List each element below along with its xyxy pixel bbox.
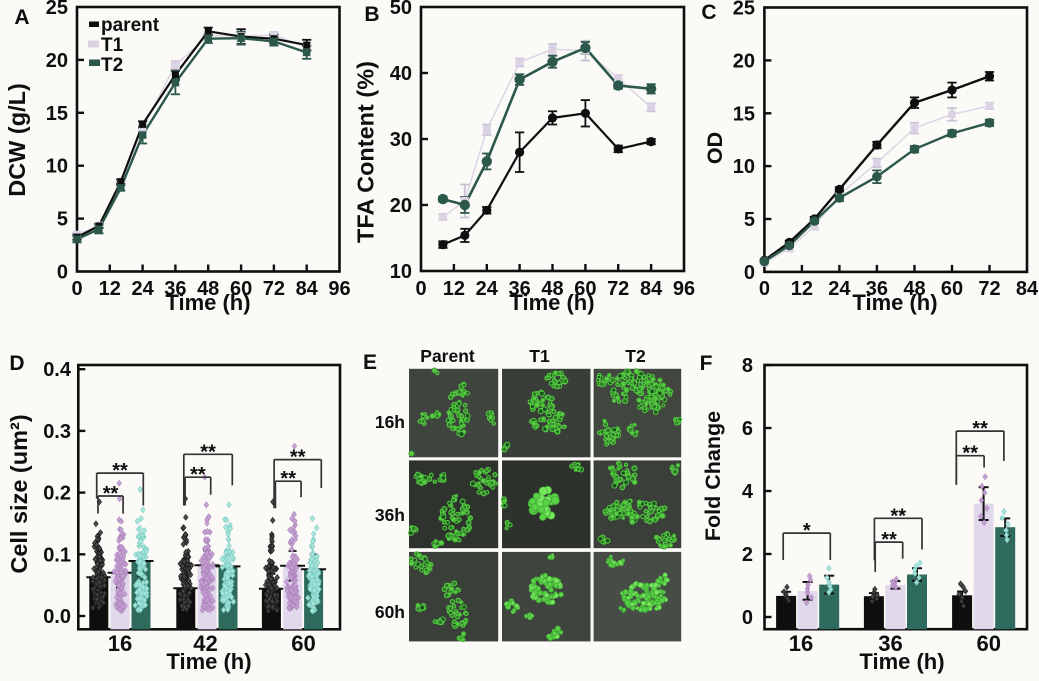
svg-text:**: ** [962,443,978,465]
svg-text:**: ** [103,483,119,505]
svg-text:T2: T2 [625,346,646,366]
svg-text:10: 10 [733,156,755,178]
svg-text:**: ** [280,468,296,490]
svg-text:12: 12 [443,278,465,300]
svg-text:84: 84 [296,278,319,300]
svg-text:60h: 60h [375,602,405,622]
svg-text:F: F [700,352,713,375]
svg-text:72: 72 [978,278,1000,300]
svg-text:60: 60 [291,631,315,656]
svg-text:60: 60 [941,278,963,300]
svg-text:OD: OD [703,132,727,164]
svg-text:C: C [701,1,716,24]
svg-text:60: 60 [574,278,596,300]
svg-text:**: ** [890,505,906,527]
svg-text:8: 8 [742,355,753,377]
svg-text:40: 40 [390,63,412,85]
svg-text:24: 24 [828,278,851,300]
svg-text:72: 72 [263,278,285,300]
svg-text:0.4: 0.4 [43,359,72,381]
svg-text:Time (h): Time (h) [165,290,250,315]
svg-text:15: 15 [46,103,68,125]
svg-text:0: 0 [71,278,82,300]
svg-text:**: ** [112,460,128,482]
svg-text:A: A [14,6,29,29]
svg-text:12: 12 [99,278,121,300]
svg-text:*: * [803,520,811,542]
svg-text:36: 36 [164,278,186,300]
svg-text:50: 50 [390,0,412,19]
svg-text:36: 36 [508,278,530,300]
svg-text:84: 84 [640,278,663,300]
svg-text:5: 5 [57,209,68,231]
svg-text:96: 96 [673,278,695,300]
svg-text:16: 16 [789,631,813,656]
svg-text:T2: T2 [101,55,123,76]
svg-text:20: 20 [390,195,412,217]
svg-text:Parent: Parent [420,346,475,366]
svg-text:0: 0 [57,262,68,284]
svg-text:72: 72 [607,278,629,300]
svg-text:24: 24 [131,278,154,300]
svg-text:B: B [364,3,379,26]
svg-text:T1: T1 [101,35,124,56]
svg-text:0.2: 0.2 [43,483,71,505]
svg-text:16: 16 [108,631,132,656]
svg-text:0.3: 0.3 [43,421,71,443]
svg-text:Fold Change: Fold Change [701,411,725,541]
svg-text:Cell size (um²): Cell size (um²) [6,414,32,573]
svg-text:0: 0 [759,278,770,300]
svg-text:4: 4 [742,481,754,503]
svg-text:0: 0 [742,607,753,629]
svg-text:25: 25 [46,0,68,19]
svg-text:Time (h): Time (h) [509,290,594,315]
svg-text:Time (h): Time (h) [166,649,251,674]
svg-text:Time (h): Time (h) [852,290,937,315]
svg-text:5: 5 [744,209,755,231]
svg-text:60: 60 [977,631,1001,656]
svg-text:2: 2 [742,544,753,566]
svg-text:6: 6 [742,418,753,440]
svg-text:48: 48 [903,278,925,300]
svg-text:D: D [9,352,24,375]
svg-text:15: 15 [733,103,755,125]
svg-text:36h: 36h [375,505,405,525]
svg-text:96: 96 [328,278,350,300]
svg-text:48: 48 [197,278,219,300]
svg-text:**: ** [972,418,988,440]
svg-text:0.1: 0.1 [43,544,71,566]
svg-text:**: ** [190,464,206,486]
svg-text:10: 10 [390,261,412,283]
svg-text:DCW (g/L): DCW (g/L) [4,83,30,197]
svg-text:Time (h): Time (h) [859,649,944,674]
svg-text:36: 36 [878,631,902,656]
svg-text:**: ** [200,441,216,463]
svg-text:parent: parent [101,15,160,36]
svg-text:48: 48 [541,278,563,300]
svg-text:**: ** [881,529,897,551]
svg-text:12: 12 [791,278,813,300]
svg-text:24: 24 [476,278,499,300]
svg-text:T1: T1 [529,346,550,366]
svg-text:20: 20 [46,50,68,72]
svg-text:**: ** [290,447,306,469]
svg-text:16h: 16h [375,412,405,432]
svg-text:25: 25 [733,0,755,20]
svg-text:0: 0 [415,278,426,300]
svg-text:84: 84 [1016,278,1039,300]
svg-text:30: 30 [390,129,412,151]
svg-text:20: 20 [733,50,755,72]
svg-text:36: 36 [866,278,888,300]
svg-text:42: 42 [193,631,217,656]
svg-text:TFA Content (%): TFA Content (%) [353,61,379,243]
svg-text:60: 60 [230,278,252,300]
svg-text:E: E [363,351,377,374]
svg-text:0.0: 0.0 [43,606,71,628]
svg-text:10: 10 [46,156,68,178]
svg-text:0: 0 [744,262,755,284]
